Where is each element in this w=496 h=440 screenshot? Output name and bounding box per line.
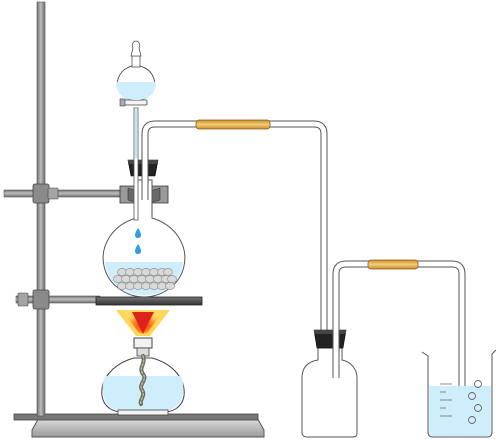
- lower-boss-head: [32, 289, 50, 310]
- granule: [133, 282, 143, 290]
- granule: [133, 268, 143, 276]
- granule: [129, 275, 139, 283]
- granule: [117, 282, 127, 290]
- alcohol-lamp: [101, 337, 185, 416]
- flame-inner: [132, 312, 154, 334]
- upper-boss-screw: [47, 187, 59, 200]
- granule: [145, 275, 155, 283]
- granule: [157, 282, 167, 290]
- granule: [149, 268, 159, 276]
- funnel-stopper: [130, 40, 142, 57]
- granule: [149, 282, 159, 290]
- delivery-tube-1: [141, 119, 328, 418]
- collection-beaker: [421, 349, 496, 438]
- solid-granules: [113, 268, 177, 290]
- bubble-1: [474, 380, 482, 388]
- beaker-body: [421, 349, 496, 438]
- funnel-stopcock: [122, 99, 148, 106]
- bubble-3: [474, 404, 482, 412]
- rubber-tube-2: [367, 259, 419, 270]
- granule: [167, 275, 177, 283]
- granule: [137, 275, 147, 283]
- granule: [117, 268, 127, 276]
- gas-washing-bottle: [301, 259, 466, 438]
- granule: [141, 268, 151, 276]
- funnel-stem: [133, 107, 139, 221]
- granule: [125, 282, 135, 290]
- stand-rod: [36, 1, 46, 417]
- upper-clamp-arm: [3, 189, 131, 198]
- lower-clamp-arm: [15, 295, 101, 304]
- beaker-graduations: [440, 383, 452, 417]
- granule: [121, 275, 131, 283]
- rubber-tube-1: [195, 119, 271, 130]
- wash-bottle-stopper-top: [314, 330, 346, 334]
- funnel-liquid: [116, 82, 156, 100]
- lamp-base: [117, 409, 169, 416]
- wash-bottle-body: [301, 347, 358, 438]
- bubble-4: [468, 416, 476, 424]
- funnel-neck: [131, 55, 141, 68]
- bubble-2: [468, 392, 476, 400]
- droplet-2: [135, 244, 141, 254]
- funnel-stem-liquid: [135, 110, 137, 158]
- flame: [116, 310, 170, 336]
- lamp-cap: [133, 337, 153, 349]
- funnel-stopcock-knob: [119, 98, 126, 107]
- granule: [113, 275, 123, 283]
- granule: [165, 282, 175, 290]
- upper-boss-head: [32, 183, 50, 204]
- granule: [153, 275, 163, 283]
- wire-gauze: [95, 296, 203, 306]
- droplet-1: [135, 228, 141, 238]
- granule: [163, 268, 173, 276]
- lower-boss-screw: [17, 292, 29, 307]
- granule: [125, 268, 135, 276]
- granule: [141, 282, 151, 290]
- lamp-wick-texture: [139, 355, 146, 405]
- separatory-funnel: [116, 40, 156, 221]
- beaker-liquid: [429, 386, 491, 436]
